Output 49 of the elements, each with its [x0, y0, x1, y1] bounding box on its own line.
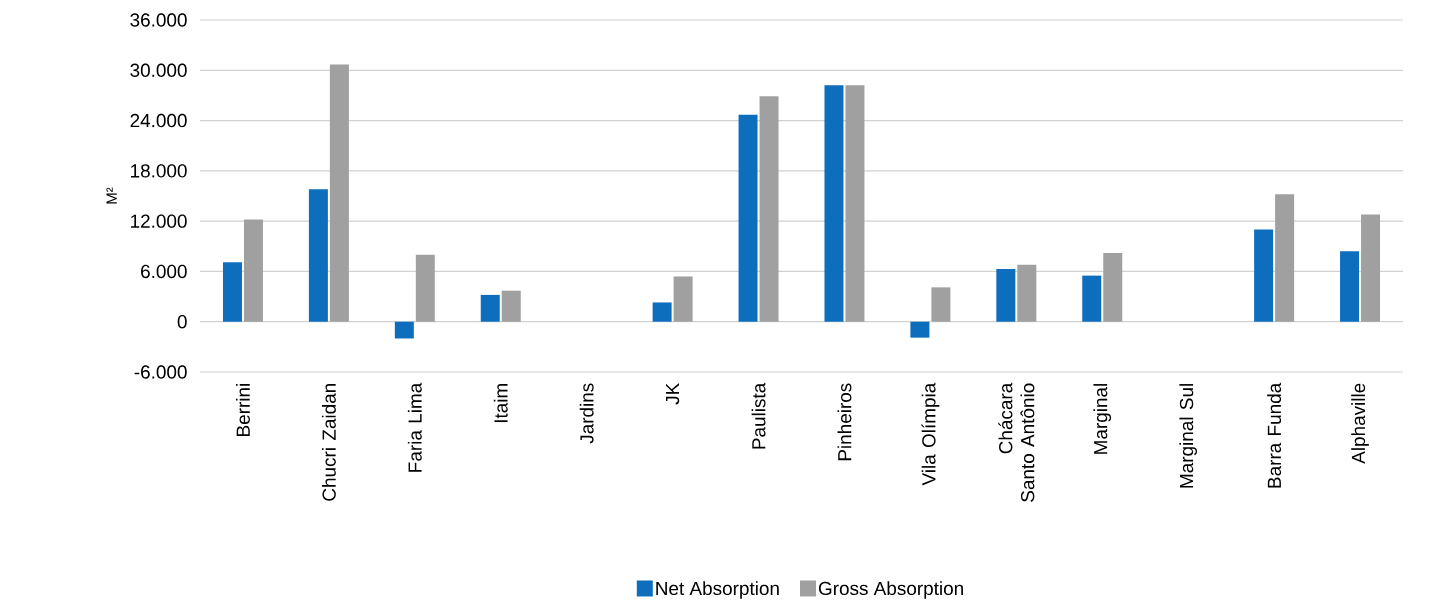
bar — [1361, 214, 1381, 322]
bar — [1103, 252, 1123, 322]
x-tick-label: Barra Funda — [1267, 382, 1282, 488]
y-tick-label: 30.000 — [130, 63, 187, 77]
x-tick-label: Alphaville — [1351, 383, 1369, 464]
bar — [738, 114, 758, 322]
x-tick-label: Paulista — [751, 382, 766, 449]
bar — [480, 294, 500, 322]
bar — [1275, 194, 1295, 322]
bar — [501, 290, 521, 322]
bar — [759, 96, 779, 322]
bar — [1082, 275, 1102, 322]
y-tick-label: 18.000 — [131, 164, 187, 178]
bar — [931, 287, 951, 322]
x-tick-label: Jardins — [579, 383, 594, 444]
bar — [1254, 229, 1274, 322]
x-tick-label: Pinheiros — [837, 383, 852, 461]
x-tick-label: Vila Olímpia — [921, 382, 940, 486]
bar — [910, 321, 930, 338]
x-tick-label: Faria Lima — [407, 382, 422, 472]
bar — [243, 219, 263, 322]
y-tick-label: 0 — [177, 315, 187, 329]
x-tick-label: Marginal — [1093, 384, 1112, 454]
y-axis-title: M² — [106, 187, 117, 204]
bar — [824, 85, 844, 322]
x-tick-label: Marginal Sul — [1179, 384, 1197, 488]
x-tick-label: Itaim — [493, 384, 508, 423]
bar — [415, 254, 435, 322]
y-tick-label: -6.000 — [134, 365, 187, 379]
bar — [652, 302, 672, 322]
bar — [222, 262, 242, 322]
y-tick-label: 6.000 — [141, 264, 187, 279]
x-tick-label: Berrini — [236, 384, 250, 436]
bar — [394, 321, 414, 339]
x-tick-label: JK — [666, 382, 680, 405]
bar — [329, 64, 349, 322]
x-tick-label: Chácara Santo Antônio — [998, 382, 1035, 502]
bar — [308, 189, 328, 322]
x-tick-label: Chucri Zaidan — [321, 384, 336, 501]
bar — [996, 268, 1016, 322]
legend-label: Gross Absorption — [818, 581, 963, 599]
y-tick-label: 36.000 — [130, 13, 187, 27]
y-tick-label: 24.000 — [130, 113, 187, 128]
bar — [845, 85, 865, 322]
bar — [1017, 264, 1037, 322]
legend-label: Net Absorption — [656, 581, 779, 599]
y-tick-label: 12.000 — [131, 214, 187, 228]
bar — [673, 276, 693, 322]
bar — [1340, 251, 1360, 322]
